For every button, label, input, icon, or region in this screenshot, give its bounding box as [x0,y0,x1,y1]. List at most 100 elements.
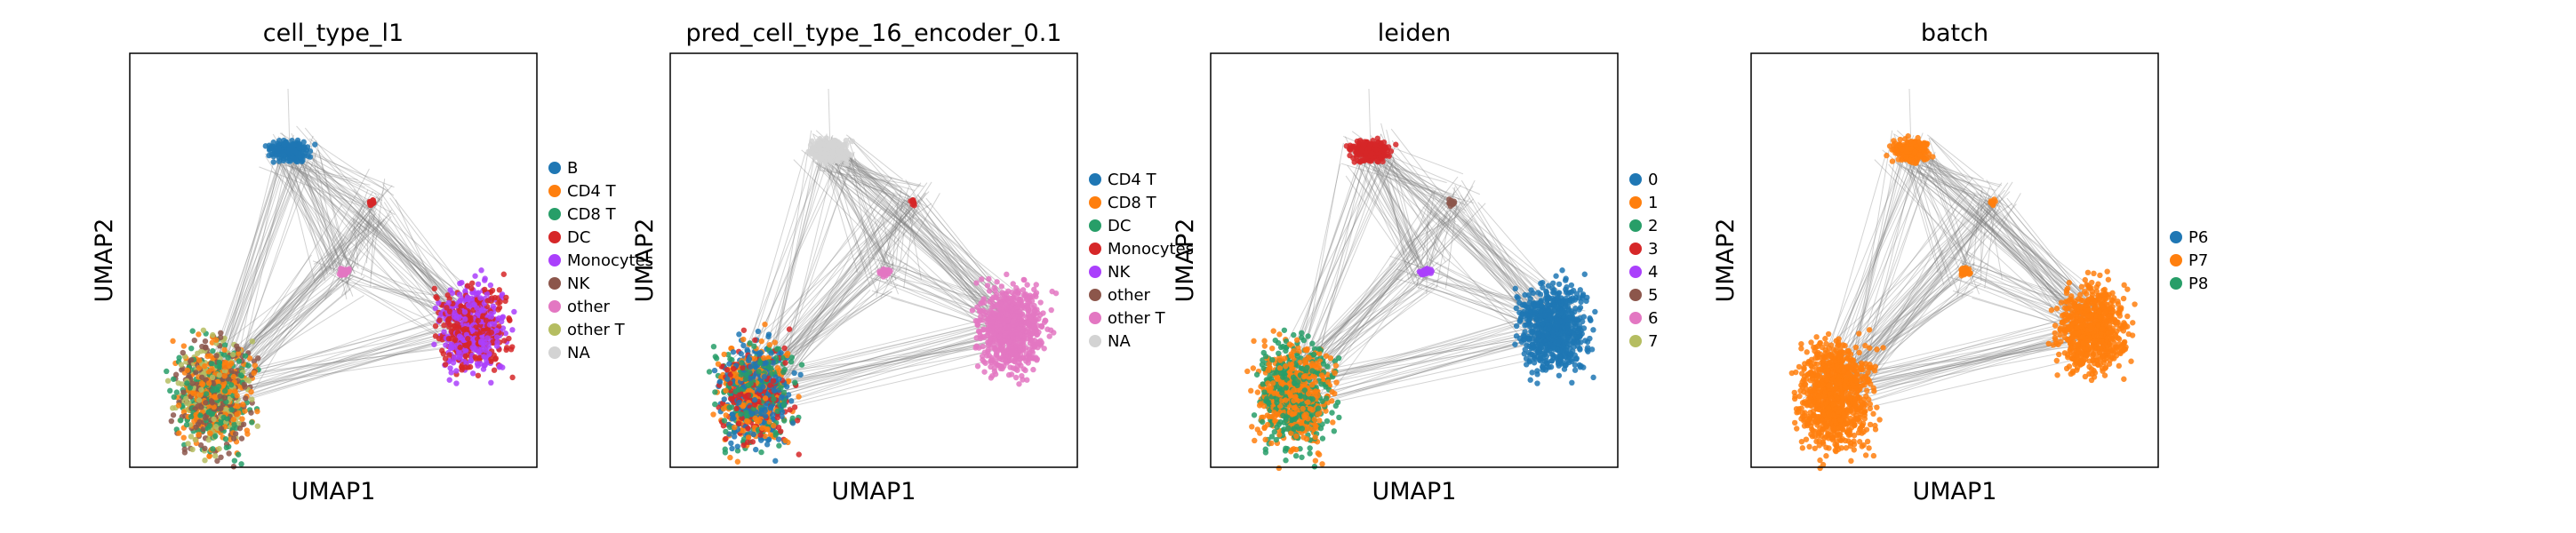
legend-label: other T [1108,309,1166,328]
cell-point [216,359,222,366]
cluster-lower-left [706,321,805,465]
cell-point [752,337,758,344]
cell-point [476,354,483,362]
cell-point [492,355,500,362]
cell-point [779,394,785,401]
cell-point [996,333,1003,340]
cell-point [449,290,456,297]
cell-point [762,413,769,419]
cell-point [811,146,818,152]
cell-point [453,368,460,374]
cell-point [453,354,460,360]
cell-point [181,449,188,456]
cell-point [235,451,242,457]
cell-point [222,363,228,370]
cell-point [999,346,1005,354]
cell-point [508,346,515,353]
cell-point [175,402,182,409]
cell-point [1324,418,1331,425]
cell-point [1036,312,1044,318]
cell-point [468,314,474,321]
cell-point [444,305,450,311]
cell-point [1025,325,1031,332]
cell-point [281,141,288,147]
cell-point [452,309,458,316]
cell-point [1025,312,1031,318]
cell-point [796,394,802,400]
cell-point [453,380,460,386]
cell-point [217,334,224,341]
cell-point [195,350,201,356]
cell-point [443,342,449,348]
cell-point [488,356,494,362]
panel-title: pred_cell_type_16_encoder_0.1 [686,20,1062,47]
cell-point [809,138,815,145]
cell-point [1294,353,1300,359]
cell-point [228,361,235,367]
cell-point [469,370,476,377]
cell-point [1294,382,1300,389]
cell-point [1005,304,1012,310]
cell-point [1271,429,1277,435]
cell-point [770,360,776,366]
cell-point [199,381,206,387]
cell-point [783,384,790,390]
cell-point [203,400,209,406]
cell-point [996,296,1002,303]
cell-point [301,153,308,159]
cell-point [280,157,287,164]
cell-point [254,408,260,415]
cell-point [1260,349,1267,356]
cell-point [977,317,983,324]
cell-point [774,414,780,421]
cell-point [1014,300,1021,307]
cell-point [1309,361,1316,367]
cell-point [1291,331,1297,338]
cell-point [1315,411,1321,418]
cell-point [486,322,493,328]
cell-point [468,358,475,364]
legend-marker [548,254,561,266]
cell-point [972,345,979,351]
cell-point [1282,355,1288,362]
cell-point [779,409,786,415]
cell-point [230,416,237,423]
cell-point [1305,390,1312,397]
cell-point [986,338,993,346]
cell-point [1324,378,1332,386]
cell-point [1035,339,1041,346]
cell-point [880,271,887,277]
cell-point [729,416,736,422]
cell-point [723,435,729,442]
cell-point [212,394,218,400]
cell-point [252,362,259,369]
cell-point [1293,433,1300,440]
cell-point [828,139,834,146]
cell-point [456,333,463,339]
legend-label: NA [1108,332,1131,351]
cell-point [767,382,773,388]
cell-point [210,347,216,354]
cell-point [200,327,207,333]
cell-point [202,445,208,451]
cell-point [1332,370,1338,377]
cell-point [240,402,246,408]
cell-point [1003,338,1009,345]
cell-point [779,413,785,419]
cell-point [445,335,452,342]
cell-point [736,386,742,393]
cell-point [1277,379,1284,386]
cell-point [1283,397,1289,403]
cell-point [745,434,752,441]
cell-point [841,155,848,161]
cell-point [788,398,795,404]
cell-point [1037,299,1044,306]
cell-point [1271,370,1277,376]
cell-point [234,411,240,418]
legend-label: Monocytes [567,251,653,270]
cell-point [1312,434,1318,441]
legend-marker [1089,335,1101,347]
cell-point [472,354,478,361]
